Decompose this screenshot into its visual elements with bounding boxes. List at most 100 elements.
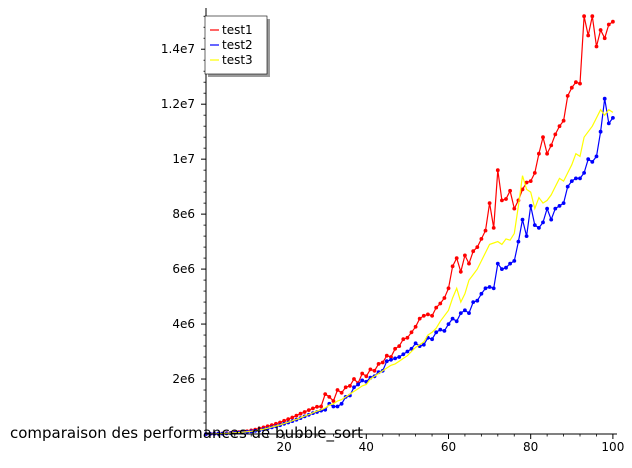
data-point-test1 (557, 124, 562, 129)
data-point-test1 (594, 44, 599, 49)
x-tick-label: 40 (359, 440, 374, 454)
data-point-test1 (590, 14, 595, 19)
data-point-test1 (458, 269, 463, 274)
data-point-test2 (606, 121, 611, 126)
data-point-test1 (393, 346, 397, 351)
data-point-test1 (561, 118, 566, 123)
data-point-test2 (537, 226, 541, 230)
data-point-test1 (339, 390, 344, 395)
data-point-test1 (302, 410, 307, 414)
data-point-test1 (335, 388, 340, 392)
data-point-test1 (463, 253, 467, 258)
data-point-test1 (467, 261, 471, 266)
data-point-test1 (306, 408, 311, 412)
data-point-test1 (500, 198, 504, 203)
data-point-test1 (446, 286, 451, 291)
data-point-test1 (512, 206, 517, 211)
data-point-test1 (611, 19, 615, 24)
data-point-test1 (504, 197, 508, 201)
data-point-test2 (602, 96, 607, 101)
data-point-test1 (319, 404, 323, 409)
data-point-test2 (475, 298, 480, 303)
series-line-test2 (205, 98, 614, 435)
data-point-test1 (298, 411, 303, 416)
data-point-test2 (487, 285, 492, 289)
data-point-test1 (569, 85, 574, 90)
data-point-test1 (372, 368, 377, 373)
data-point-test2 (500, 267, 504, 271)
series-line-test3 (205, 108, 614, 435)
data-point-test2 (360, 378, 365, 383)
data-point-test1 (384, 353, 389, 358)
data-point-test2 (438, 327, 443, 332)
ticks-layer: 20 40 60 80 100 2e6 4e6 6e6 8e6 1e7 1.2e7 1.4e7 (161, 15, 624, 454)
data-point-test2 (389, 357, 393, 362)
data-point-test2 (339, 401, 344, 406)
x-tick-label: 20 (276, 440, 291, 454)
data-point-test2 (541, 220, 545, 225)
data-point-test2 (401, 352, 406, 357)
data-point-test1 (541, 135, 545, 140)
data-point-test2 (611, 116, 615, 120)
data-point-test1 (417, 316, 422, 321)
data-point-test1 (380, 360, 385, 365)
data-point-test2 (508, 261, 512, 266)
data-point-test1 (397, 344, 402, 348)
data-point-test2 (446, 322, 451, 326)
data-point-test2 (532, 223, 537, 228)
data-point-test1 (483, 228, 488, 233)
data-point-test1 (442, 296, 447, 300)
data-point-test2 (586, 157, 591, 162)
series-test2 (204, 96, 615, 436)
y-tick-label: 2e6 (172, 372, 195, 386)
legend-label-test3: test3 (222, 53, 253, 67)
data-point-test2 (561, 201, 566, 206)
data-point-test1 (491, 226, 496, 230)
data-point-test2 (516, 239, 521, 244)
data-point-test2 (578, 176, 582, 181)
data-point-test1 (495, 168, 500, 173)
data-point-test1 (348, 384, 352, 388)
y-tick-label: 6e6 (172, 262, 195, 276)
data-point-test2 (512, 259, 517, 263)
data-point-test1 (545, 151, 549, 156)
data-point-test1 (315, 404, 319, 409)
data-point-test1 (311, 406, 315, 411)
data-point-test2 (549, 217, 554, 222)
data-point-test1 (450, 264, 455, 269)
data-point-test2 (598, 129, 603, 134)
data-point-test1 (475, 245, 480, 250)
data-point-test1 (606, 22, 611, 27)
data-point-test2 (590, 160, 595, 164)
data-point-test1 (282, 418, 286, 423)
data-point-test1 (532, 171, 537, 175)
data-point-test2 (405, 349, 410, 354)
x-tick-label: 80 (523, 440, 538, 454)
data-point-test1 (376, 362, 381, 366)
data-point-test2 (495, 261, 500, 266)
data-point-test2 (557, 204, 562, 208)
data-point-test2 (545, 206, 549, 211)
data-point-test2 (393, 356, 397, 361)
data-point-test1 (331, 399, 336, 403)
data-point-test1 (438, 301, 443, 306)
data-point-test2 (421, 342, 426, 347)
data-point-test2 (471, 300, 476, 304)
data-point-test1 (426, 312, 430, 317)
data-point-test1 (323, 392, 328, 396)
data-point-test2 (442, 329, 447, 333)
data-point-test1 (430, 313, 434, 318)
data-point-test1 (364, 374, 369, 379)
data-point-test1 (520, 187, 525, 192)
data-point-test1 (524, 180, 529, 185)
y-tick-label: 1e7 (172, 152, 195, 166)
x-tick-label: 60 (441, 440, 456, 454)
data-point-test2 (335, 404, 340, 409)
axes-layer (205, 8, 617, 435)
data-point-test2 (594, 154, 599, 159)
data-point-test1 (405, 335, 410, 340)
data-point-test1 (565, 94, 570, 98)
data-point-test1 (582, 14, 586, 19)
